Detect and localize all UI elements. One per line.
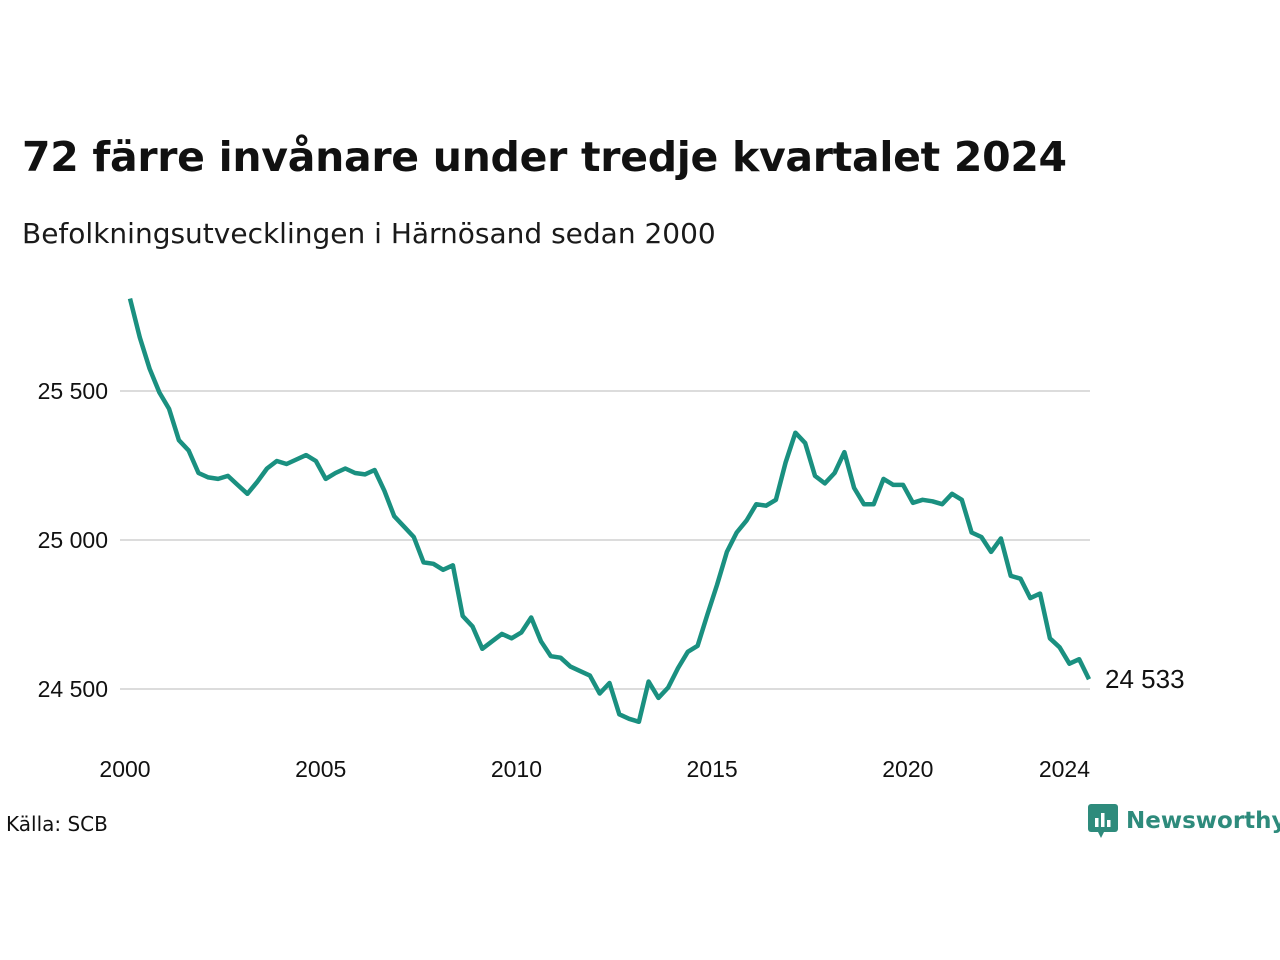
y-tick-label: 25 000: [38, 527, 108, 553]
y-axis-ticks: 24 500 25 000 25 500: [38, 378, 108, 702]
chart-title: 72 färre invånare under tredje kvartalet…: [22, 133, 1067, 181]
x-tick-label: 2000: [99, 756, 150, 782]
grid-lines: [120, 390, 1090, 690]
x-tick-label: 2005: [295, 756, 346, 782]
end-value-label: 24 533: [1105, 664, 1185, 694]
x-tick-label: 2020: [882, 756, 933, 782]
source-text: Källa: SCB: [6, 812, 108, 836]
y-tick-label: 24 500: [38, 676, 108, 702]
brand-logo: Newsworthy: [1088, 804, 1280, 838]
brand-name: Newsworthy: [1126, 808, 1280, 834]
population-series-line: [127, 298, 1092, 725]
x-tick-label: 2010: [491, 756, 542, 782]
newsworthy-logo-icon: [1088, 804, 1118, 838]
x-tick-label: 2024: [1039, 756, 1090, 782]
x-axis-ticks: 2000 2005 2010 2015 2020 2024: [99, 756, 1090, 782]
x-tick-label: 2015: [687, 756, 738, 782]
y-tick-label: 25 500: [38, 378, 108, 404]
chart-subtitle: Befolkningsutvecklingen i Härnösand seda…: [22, 217, 716, 250]
